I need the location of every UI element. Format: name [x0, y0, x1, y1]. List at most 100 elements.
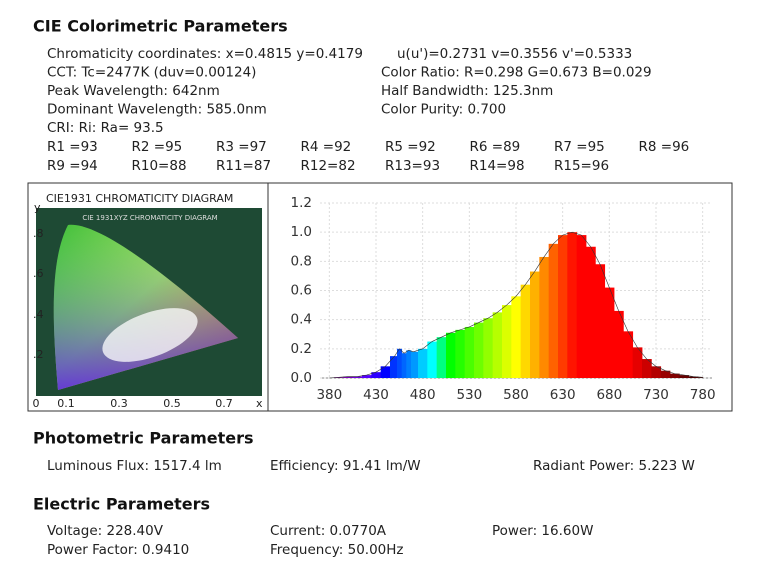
spectrum-bar	[446, 332, 456, 378]
parameter: Dominant Wavelength: 585.0nm	[47, 102, 267, 118]
cri-value: R1 =93	[47, 139, 98, 155]
spectrum-bar	[380, 366, 391, 378]
y-tick-label: 1.0	[291, 224, 312, 240]
spectrum-bar	[614, 310, 624, 378]
cri-value: R3 =97	[216, 139, 267, 155]
cie-inner-title: CIE 1931XYZ CHROMATICITY DIAGRAM	[82, 214, 217, 222]
y-tick-label: 0.6	[291, 283, 312, 299]
y-tick-label: 1.2	[291, 195, 312, 211]
spectrum-bar	[539, 256, 550, 378]
cie-y-tick: .4	[33, 308, 44, 321]
section-title: Electric Parameters	[33, 495, 210, 514]
spectrum-bar	[492, 312, 503, 378]
parameter: u(u')=0.2731 v=0.3556 v'=0.5333	[397, 46, 632, 62]
x-tick-label: 780	[690, 387, 716, 403]
spectrum-bar	[502, 305, 512, 378]
spectrum-bar	[474, 322, 484, 378]
cri-value: R12=82	[301, 158, 356, 174]
spectrum-bar	[401, 353, 407, 378]
parameter: Peak Wavelength: 642nm	[47, 83, 220, 99]
x-tick-label: 480	[410, 387, 436, 403]
cie-title: CIE1931 CHROMATICITY DIAGRAM	[46, 192, 233, 205]
cie-locus	[102, 308, 198, 362]
y-tick-label: 0.4	[291, 312, 312, 328]
spectrum-bar	[520, 284, 531, 378]
parameter: Voltage: 228.40V	[47, 523, 164, 539]
spectrum-bar	[390, 356, 398, 378]
cri-value: R9 =94	[47, 158, 98, 174]
spectrum-bar	[548, 243, 559, 378]
parameter: CCT: Tc=2477K (duv=0.00124)	[47, 65, 256, 81]
parameter: CRI: Ri: Ra= 93.5	[47, 120, 164, 136]
spectrum-bar	[595, 264, 606, 378]
cri-value: R6 =89	[470, 139, 521, 155]
spectrum-bar	[334, 377, 344, 378]
cie-horseshoe-shade	[53, 224, 239, 390]
parameter: Power Factor: 0.9410	[47, 542, 189, 558]
cie-x-tick: 0	[33, 397, 40, 410]
parameter: Power: 16.60W	[492, 523, 593, 539]
spectrum-bar	[371, 372, 382, 378]
spectrum-bar	[586, 246, 596, 378]
spectrum-bar	[362, 375, 372, 378]
parameter: Color Purity: 0.700	[381, 102, 506, 118]
spectrum-bar	[411, 351, 419, 378]
section-title: CIE Colorimetric Parameters	[33, 17, 288, 36]
cri-value: R5 =92	[385, 139, 436, 155]
parameter: Current: 0.0770A	[270, 523, 387, 539]
spectrum-bar	[632, 347, 643, 378]
cri-value: R10=88	[132, 158, 187, 174]
cri-value: R15=96	[554, 158, 609, 174]
spectrum-bar	[436, 337, 447, 378]
cri-value: R2 =95	[132, 139, 183, 155]
spectrum-bar	[530, 271, 540, 378]
x-tick-label: 430	[363, 387, 389, 403]
spectrum-bar	[558, 235, 568, 378]
cri-value: R8 =96	[639, 139, 690, 155]
spectrum-bar	[698, 377, 704, 378]
spectrum-bar	[642, 359, 652, 378]
parameter: Half Bandwidth: 125.3nm	[381, 83, 553, 99]
section-title: Photometric Parameters	[33, 429, 254, 448]
parameter: Color Ratio: R=0.298 G=0.673 B=0.029	[381, 65, 652, 81]
spectrum-bar	[483, 318, 494, 378]
spectrum-bar	[688, 376, 699, 378]
y-tick-label: 0.0	[291, 370, 312, 386]
spectrum-bar	[343, 376, 354, 378]
spectrum-bar	[406, 350, 412, 378]
spectrum-bar	[511, 296, 522, 378]
cie-y-tick: .8	[33, 227, 44, 240]
spectrum-bar	[464, 326, 475, 378]
cie-x-tick: 0.5	[163, 397, 181, 410]
cri-value: R4 =92	[301, 139, 352, 155]
cie-y-tick: .6	[33, 267, 44, 280]
spectrum-bar	[418, 348, 428, 378]
chart-frame	[27, 182, 733, 412]
cri-value: R14=98	[470, 158, 525, 174]
cie-x-tick: 0.3	[110, 397, 128, 410]
spectrum-bar	[623, 331, 634, 378]
x-tick-label: 380	[316, 387, 342, 403]
x-tick-label: 630	[550, 387, 576, 403]
spectrum-line	[329, 231, 703, 379]
cri-value: R13=93	[385, 158, 440, 174]
spectrum-bar	[679, 375, 690, 378]
spectrum-bar	[427, 341, 438, 378]
cri-value: R7 =95	[554, 139, 605, 155]
y-tick-label: 0.8	[291, 253, 312, 269]
spectrum-bar	[567, 232, 578, 378]
cie-y-tick: .2	[33, 348, 44, 361]
cri-value: R11=87	[216, 158, 271, 174]
parameter: Efficiency: 91.41 lm/W	[270, 458, 421, 474]
spectrum-bar	[397, 348, 403, 378]
x-tick-label: 530	[456, 387, 482, 403]
cie-x-label: x	[256, 397, 263, 410]
x-tick-label: 580	[503, 387, 529, 403]
spectrum-bar	[352, 376, 363, 378]
x-tick-label: 730	[643, 387, 669, 403]
x-tick-label: 680	[596, 387, 622, 403]
spectrum-bar	[455, 329, 466, 378]
spectrum-bar	[651, 366, 662, 378]
